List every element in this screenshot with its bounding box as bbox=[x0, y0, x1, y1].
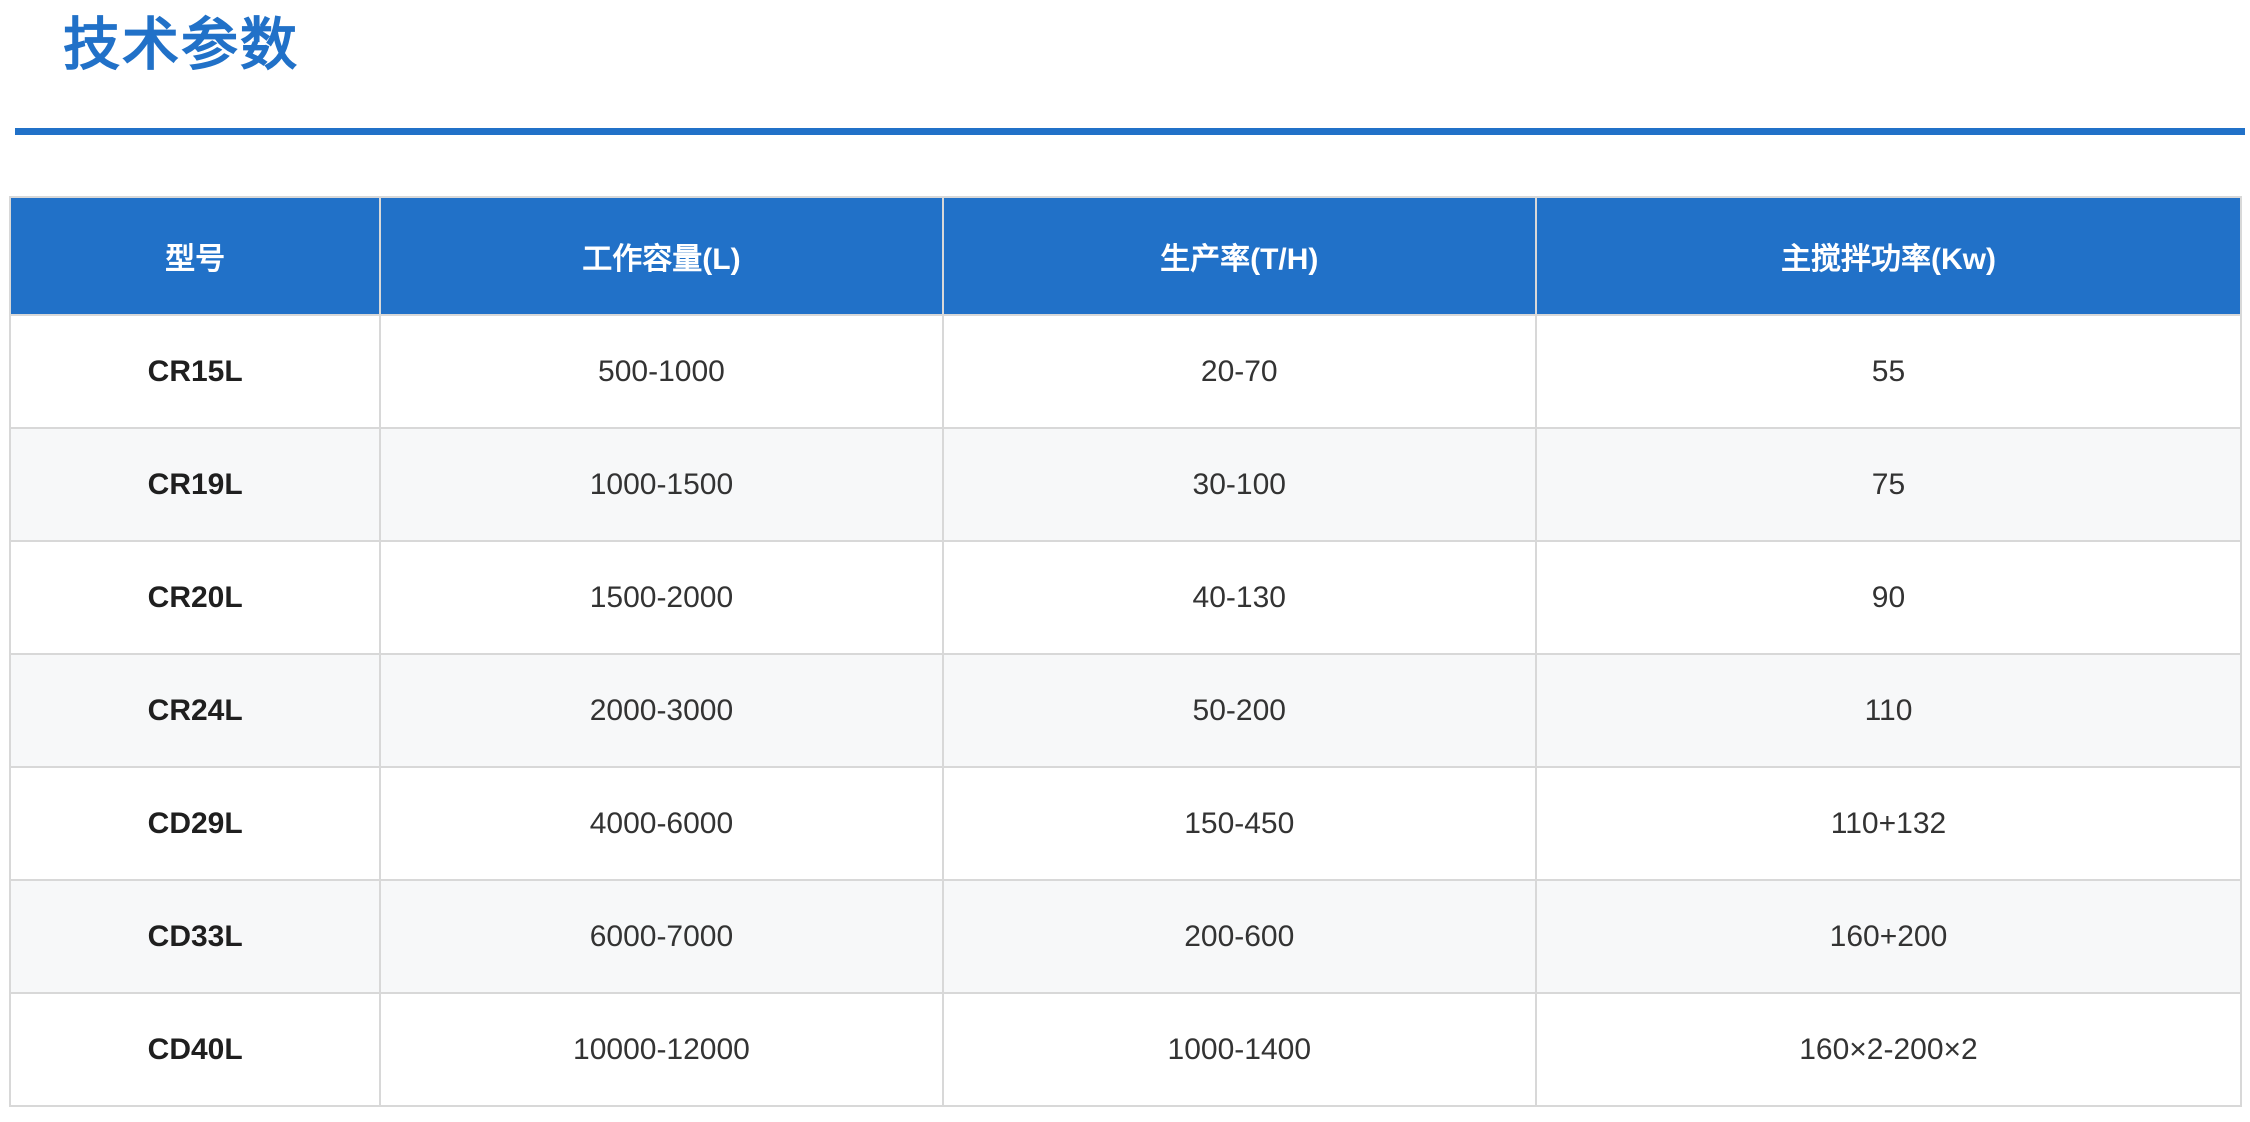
cell-capacity: 4000-6000 bbox=[379, 766, 944, 881]
table-row: CD29L 4000-6000 150-450 110+132 bbox=[8, 766, 2243, 881]
cell-model: CD40L bbox=[8, 992, 382, 1107]
cell-production-rate: 1000-1400 bbox=[941, 992, 1537, 1107]
cell-production-rate: 20-70 bbox=[941, 314, 1537, 429]
table-row: CD33L 6000-7000 200-600 160+200 bbox=[8, 879, 2243, 994]
cell-capacity: 500-1000 bbox=[379, 314, 944, 429]
cell-capacity: 1500-2000 bbox=[379, 540, 944, 655]
table-row: CD40L 10000-12000 1000-1400 160×2-200×2 bbox=[8, 992, 2243, 1107]
cell-production-rate: 50-200 bbox=[941, 653, 1537, 768]
table-row: CR19L 1000-1500 30-100 75 bbox=[8, 427, 2243, 542]
table-row: CR24L 2000-3000 50-200 110 bbox=[8, 653, 2243, 768]
table-header: 型号 工作容量(L) 生产率(T/H) 主搅拌功率(Kw) bbox=[8, 196, 2243, 316]
cell-capacity: 6000-7000 bbox=[379, 879, 944, 994]
cell-capacity: 10000-12000 bbox=[379, 992, 944, 1107]
cell-model: CR24L bbox=[8, 653, 382, 768]
cell-production-rate: 30-100 bbox=[941, 427, 1537, 542]
column-header: 工作容量(L) bbox=[379, 196, 944, 316]
cell-mixing-power: 160×2-200×2 bbox=[1534, 992, 2243, 1107]
cell-capacity: 1000-1500 bbox=[379, 427, 944, 542]
cell-model: CD33L bbox=[8, 879, 382, 994]
table-row: CR20L 1500-2000 40-130 90 bbox=[8, 540, 2243, 655]
cell-mixing-power: 110+132 bbox=[1534, 766, 2243, 881]
cell-mixing-power: 75 bbox=[1534, 427, 2243, 542]
column-header: 型号 bbox=[8, 196, 382, 316]
cell-model: CR20L bbox=[8, 540, 382, 655]
table-row: CR15L 500-1000 20-70 55 bbox=[8, 314, 2243, 429]
cell-production-rate: 200-600 bbox=[941, 879, 1537, 994]
cell-production-rate: 150-450 bbox=[941, 766, 1537, 881]
specs-table: 型号 工作容量(L) 生产率(T/H) 主搅拌功率(Kw) CR15L 500-1000… bbox=[8, 196, 2243, 1107]
table-body: CR15L 500-1000 20-70 55 CR19L 1000-1500 30-100… bbox=[8, 314, 2243, 1107]
title-divider-rule bbox=[15, 128, 2245, 135]
cell-mixing-power: 90 bbox=[1534, 540, 2243, 655]
header-row: 型号 工作容量(L) 生产率(T/H) 主搅拌功率(Kw) bbox=[8, 196, 2243, 316]
cell-mixing-power: 55 bbox=[1534, 314, 2243, 429]
cell-model: CR19L bbox=[8, 427, 382, 542]
cell-model: CR15L bbox=[8, 314, 382, 429]
cell-mixing-power: 110 bbox=[1534, 653, 2243, 768]
column-header: 生产率(T/H) bbox=[941, 196, 1537, 316]
cell-mixing-power: 160+200 bbox=[1534, 879, 2243, 994]
cell-model: CD29L bbox=[8, 766, 382, 881]
column-header: 主搅拌功率(Kw) bbox=[1534, 196, 2243, 316]
cell-capacity: 2000-3000 bbox=[379, 653, 944, 768]
cell-production-rate: 40-130 bbox=[941, 540, 1537, 655]
page-title: 技术参数 bbox=[63, 13, 299, 77]
